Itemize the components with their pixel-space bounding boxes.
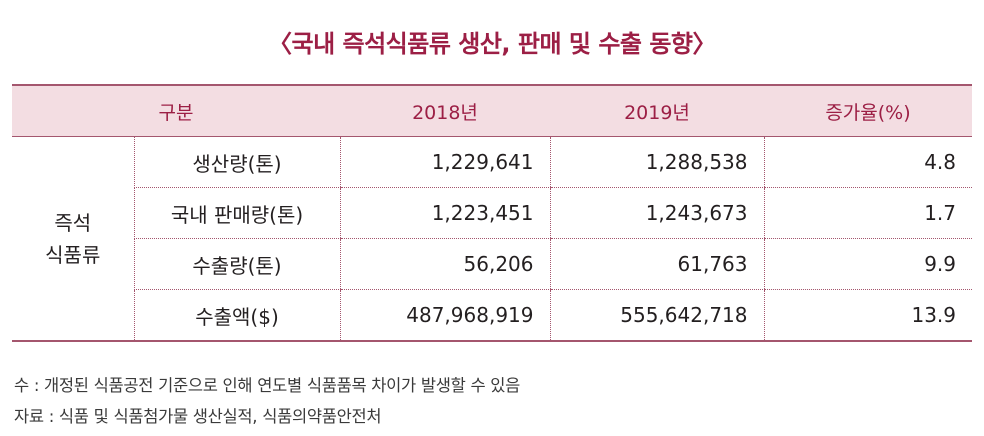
group-label: 즉석 식품류 [12, 136, 134, 342]
cell-2018: 1,229,641 [339, 136, 550, 188]
cell-2018: 56,206 [339, 238, 550, 290]
footnote: 수 : 개정된 식품공전 기준으로 인해 연도별 식품품목 차이가 발생할 수 … [14, 376, 521, 395]
row-label: 국내 판매량(톤) [133, 187, 340, 239]
table-row: 수출량(톤) 56,206 61,763 9.9 [12, 238, 972, 290]
table-row: 즉석 식품류 생산량(톤) 1,229,641 1,288,538 4.8 [12, 136, 972, 342]
cell-2019: 61,763 [549, 238, 764, 290]
source-note: 자료 : 식품 및 식품첨가물 생산실적, 식품의약품안전처 [14, 407, 382, 426]
cell-2018: 1,223,451 [339, 187, 550, 239]
data-table: 구분 2018년 2019년 증가율(%) 즉석 식품류 생산량(톤) 1,22… [12, 84, 972, 342]
cell-2019: 1,243,673 [549, 187, 764, 239]
group-label-line2: 식품류 [45, 242, 101, 267]
header-growth-rate: 증가율(%) [764, 85, 972, 137]
cell-growth-rate: 13.9 [763, 289, 972, 341]
cell-2019: 555,642,718 [549, 289, 764, 341]
cell-growth-rate: 9.9 [763, 238, 972, 290]
row-label: 생산량(톤) [133, 136, 340, 188]
cell-growth-rate: 4.8 [763, 136, 972, 188]
header-category: 구분 [12, 85, 340, 137]
row-label: 수출액($) [133, 289, 340, 341]
row-label: 수출량(톤) [133, 238, 340, 290]
header-2018: 2018년 [340, 85, 550, 137]
group-label-line1: 즉석 [54, 210, 92, 235]
data-table-container: 구분 2018년 2019년 증가율(%) 즉석 식품류 생산량(톤) 1,22… [12, 84, 972, 342]
table-header-row: 구분 2018년 2019년 증가율(%) [12, 85, 972, 137]
table-row: 국내 판매량(톤) 1,223,451 1,243,673 1.7 [12, 187, 972, 239]
page-title: 〈국내 즉석식품류 생산, 판매 및 수출 동향〉 [267, 30, 717, 58]
table-row: 수출액($) 487,968,919 555,642,718 13.9 [12, 289, 972, 341]
header-2019: 2019년 [550, 85, 764, 137]
cell-2018: 487,968,919 [339, 289, 550, 341]
cell-2019: 1,288,538 [549, 136, 764, 188]
cell-growth-rate: 1.7 [763, 187, 972, 239]
